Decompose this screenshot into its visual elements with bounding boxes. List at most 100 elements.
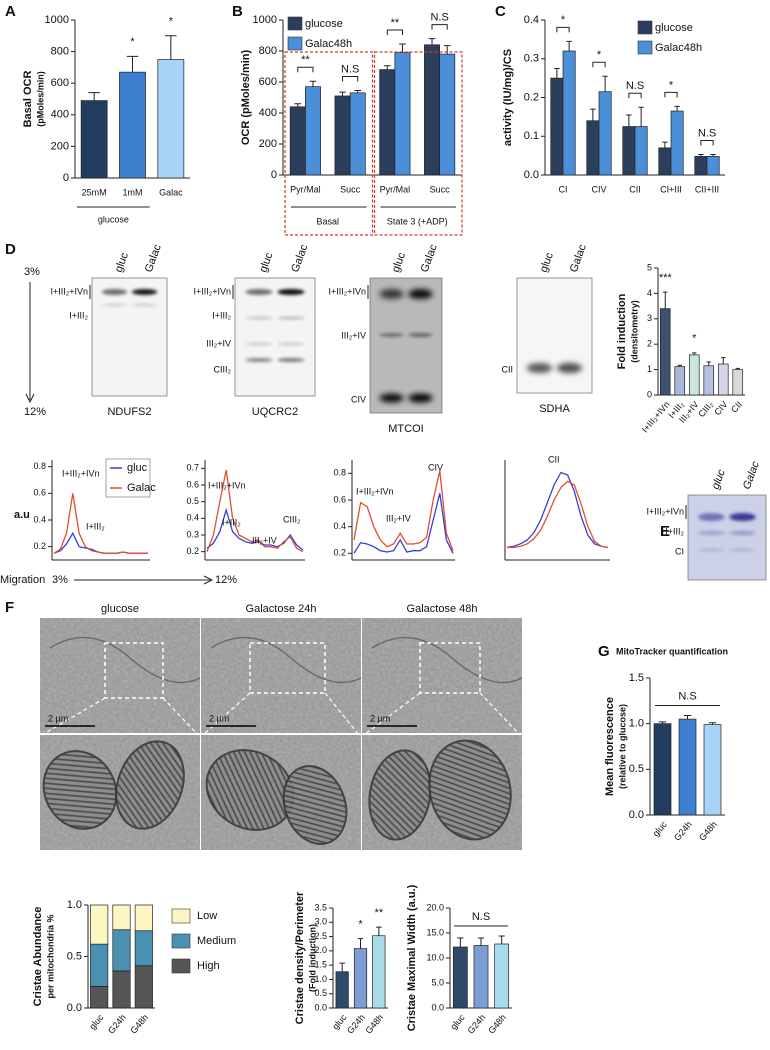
error-bar [376,926,382,936]
x-tick-label: Succ [340,184,361,194]
peak-label: I+III₂+IVn [62,468,100,478]
y-tick-label: 0 [647,389,652,399]
gel-band [408,333,433,337]
error-bar [683,714,692,720]
legend-label: Low [197,910,217,922]
bar [634,126,648,176]
y-tick-label: 0.8 [33,461,46,471]
error-bar [674,105,680,112]
x-tick-label: 1mM [123,187,143,197]
y-tick-label: 0.2 [524,91,539,103]
bar [562,50,576,176]
y-tick-label: 0.3 [186,529,199,539]
gel-band [526,363,553,373]
error-bar [626,114,632,127]
band-label: I+III₂ [665,526,684,536]
significance-label: ** [301,54,310,66]
significance-label: * [669,79,674,91]
legend-swatch [637,40,653,55]
lane-label: Galac [568,242,589,274]
legend-label: Medium [197,935,236,947]
significance-bracket [556,26,570,33]
x-tick-label: Pyr/Mal [380,184,411,194]
significance-label: N.S [472,911,490,923]
gel-band [245,316,273,320]
band-label: CIII₂ [214,364,232,374]
peak-label: CIII₂ [283,514,301,524]
gel-band [101,289,128,295]
group-label: Basal [316,216,339,226]
gel-band [698,513,725,521]
error-bar [590,108,596,121]
bar [694,156,708,176]
legend-swatch [287,36,303,51]
error-bar [698,153,704,157]
bar [90,904,109,945]
y-tick-label: 15.0 [426,927,444,937]
gel-band [698,548,725,552]
bar [452,946,468,1009]
gel-name: UQCRC2 [252,406,298,418]
band-label: III₂+IV [341,330,366,340]
y-axis-label: Fold induction [616,293,628,369]
legend-swatch [637,20,653,35]
chart-title: MitoTracker quantification [616,646,728,656]
y-axis-label: Basal OCR [22,71,34,128]
y-tick-label: 3.5 [314,902,327,912]
gel-band [729,513,756,521]
migration-arrow [74,575,214,585]
lane-label: Galac [419,242,440,274]
significance-bracket [386,29,403,36]
error-bar [88,92,100,101]
x-tick-label: CI+III [660,184,682,194]
line-series [206,469,304,553]
significance-label: * [561,14,566,26]
em-column-title: Galactose 24h [246,603,317,615]
y-tick-label: 0.2 [186,546,199,556]
y-axis-label: Mean fluorescence [604,697,616,796]
line-series [506,471,609,549]
bar [703,365,715,396]
bar [622,126,636,176]
bar [90,943,109,987]
y-tick-label: 2 [647,339,652,349]
bar [305,86,321,176]
y-axis-sublabel: (pMoles/min) [35,71,45,127]
x-tick-label: G48h [697,819,719,842]
legend-label: glucose [305,18,343,30]
zoom-line [202,692,251,736]
y-axis-label: Cristae Abundance [32,907,44,1007]
significance-label: * [692,333,697,345]
legend-swatch [171,908,191,924]
bar [394,52,411,176]
error-bar [309,80,317,87]
bar [112,904,131,931]
bar [289,106,306,176]
gel [234,277,316,397]
error-bar [638,106,644,127]
significance-label: *** [659,272,673,284]
y-tick-label: 0.5 [629,763,644,775]
em-membrane [49,636,201,684]
bar [586,120,600,176]
lane-label: gluc [710,467,728,491]
panel-letter: B [232,3,243,20]
significance-bracket [297,66,314,73]
legend-label: gluc [127,462,148,474]
y-tick-label: 4 [647,288,652,298]
y-tick-label: 0.4 [186,513,199,523]
y-tick-label: 400 [259,107,277,119]
bar [494,943,510,1009]
error-bar [692,352,697,355]
significance-bracket [592,61,606,68]
em-column-title: Galactose 48h [407,603,478,615]
error-bar [663,291,668,309]
significance-bracket [431,24,448,30]
error-bar [428,38,436,45]
zoom-square [104,642,164,699]
y-tick-label: 0.6 [186,479,199,489]
bar [90,986,109,1009]
band-label: I+III₂ [212,310,231,320]
peak-label: I+III₂ [222,517,241,527]
